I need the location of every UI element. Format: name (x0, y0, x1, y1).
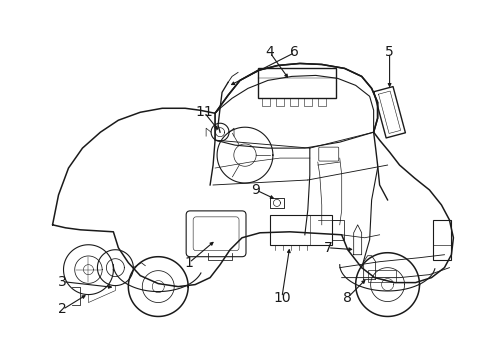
Bar (269, 215, 331, 245)
Text: 11: 11 (195, 105, 213, 119)
Text: 8: 8 (343, 291, 351, 305)
Text: 9: 9 (251, 183, 260, 197)
Text: 3: 3 (58, 275, 67, 289)
Text: 5: 5 (385, 45, 393, 59)
Text: 2: 2 (58, 302, 67, 316)
Text: 4: 4 (265, 45, 274, 59)
Text: 6: 6 (290, 45, 299, 59)
Bar (367, 270, 395, 282)
Bar (258, 68, 335, 98)
Text: 7: 7 (323, 241, 331, 255)
Text: 1: 1 (184, 256, 193, 270)
Text: 10: 10 (272, 291, 290, 305)
Bar (331, 220, 343, 240)
